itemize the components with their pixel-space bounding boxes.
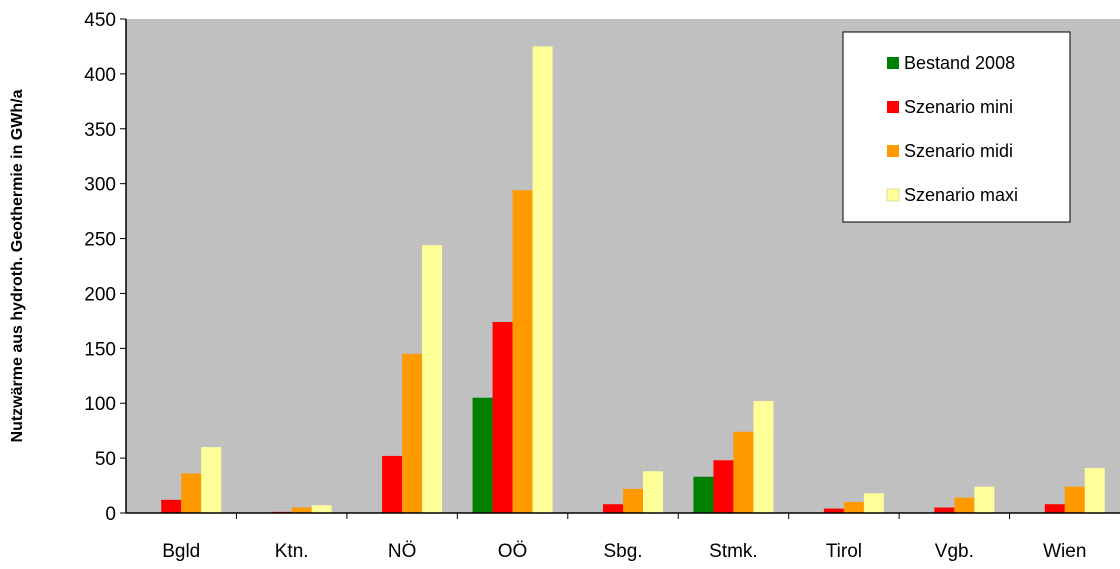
bar-szenario-midi-7 bbox=[954, 497, 975, 513]
legend-box bbox=[842, 31, 1071, 223]
bar-szenario-maxi-1 bbox=[311, 505, 332, 513]
y-tick-label: 200 bbox=[84, 284, 116, 305]
x-tick-label: OÖ bbox=[498, 541, 528, 562]
bar-szenario-midi-0 bbox=[181, 473, 202, 513]
legend-entry: Szenario midi bbox=[904, 141, 1013, 161]
y-tick-label: 350 bbox=[84, 120, 116, 141]
legend: Bestand 2008 Szenario mini Szenario midi Sz… bbox=[842, 31, 1071, 223]
x-tick-label: Bgld bbox=[162, 541, 200, 562]
bar-bestand-2008-5 bbox=[693, 476, 714, 513]
bar-szenario-midi-6 bbox=[843, 502, 864, 513]
legend-swatch bbox=[887, 57, 899, 69]
bars bbox=[161, 46, 1105, 514]
x-tick-label: Stmk. bbox=[709, 541, 758, 562]
legend-swatch bbox=[887, 101, 899, 113]
x-tick-label: Vgb. bbox=[935, 541, 974, 562]
y-axis-ticks: 0 50 100 150 200 250 300 350 400 450 bbox=[84, 10, 126, 525]
bar-szenario-mini-0 bbox=[161, 499, 182, 513]
y-tick-label: 50 bbox=[95, 449, 116, 470]
bar-szenario-mini-8 bbox=[1044, 504, 1065, 513]
bar-szenario-maxi-2 bbox=[422, 245, 443, 514]
bar-szenario-midi-2 bbox=[402, 353, 423, 513]
legend-swatch bbox=[887, 145, 899, 157]
legend-entry: Bestand 2008 bbox=[904, 53, 1015, 73]
bar-szenario-mini-7 bbox=[934, 507, 955, 513]
bar-szenario-mini-3 bbox=[492, 321, 513, 513]
y-tick-label: 300 bbox=[84, 175, 116, 196]
bar-szenario-mini-4 bbox=[603, 504, 623, 513]
bar-bestand-2008-3 bbox=[472, 397, 493, 513]
y-tick-label: 450 bbox=[84, 10, 116, 31]
legend-swatch bbox=[886, 188, 900, 202]
bar-szenario-maxi-3 bbox=[532, 46, 553, 513]
bar-szenario-midi-3 bbox=[512, 190, 533, 513]
y-tick-label: 0 bbox=[105, 504, 116, 525]
bar-szenario-maxi-8 bbox=[1084, 467, 1105, 513]
y-tick-label: 150 bbox=[84, 339, 116, 360]
bar-szenario-mini-6 bbox=[823, 508, 844, 513]
x-tick-label: Tirol bbox=[826, 541, 862, 562]
y-tick-label: 400 bbox=[84, 65, 116, 86]
bar-szenario-maxi-7 bbox=[974, 486, 995, 513]
y-axis-label: Nutzwärme aus hydroth. Geothermie in GWh… bbox=[9, 89, 26, 442]
x-axis-ticks: Bgld Ktn. NÖ OÖ Sbg. Stmk. Tirol Vgb. Wien bbox=[162, 513, 1086, 562]
bar-szenario-maxi-6 bbox=[863, 493, 884, 513]
bar-szenario-midi-8 bbox=[1064, 486, 1085, 513]
bar-szenario-midi-1 bbox=[291, 507, 312, 513]
x-tick-label: NÖ bbox=[388, 541, 417, 562]
x-tick-label: Ktn. bbox=[275, 541, 309, 562]
bar-szenario-maxi-0 bbox=[201, 447, 222, 513]
y-tick-label: 100 bbox=[84, 394, 116, 415]
bar-szenario-mini-5 bbox=[713, 460, 734, 513]
y-tick-label: 250 bbox=[84, 230, 116, 251]
legend-entry: Szenario mini bbox=[904, 97, 1013, 117]
x-tick-label: Sbg. bbox=[603, 541, 642, 562]
bar-szenario-maxi-5 bbox=[753, 401, 774, 513]
bar-szenario-mini-2 bbox=[382, 455, 403, 513]
bar-szenario-midi-4 bbox=[623, 488, 643, 513]
bar-szenario-maxi-4 bbox=[643, 471, 663, 513]
legend-entry: Szenario maxi bbox=[904, 185, 1018, 205]
bar-szenario-midi-5 bbox=[733, 431, 754, 513]
x-tick-label: Wien bbox=[1043, 541, 1086, 562]
